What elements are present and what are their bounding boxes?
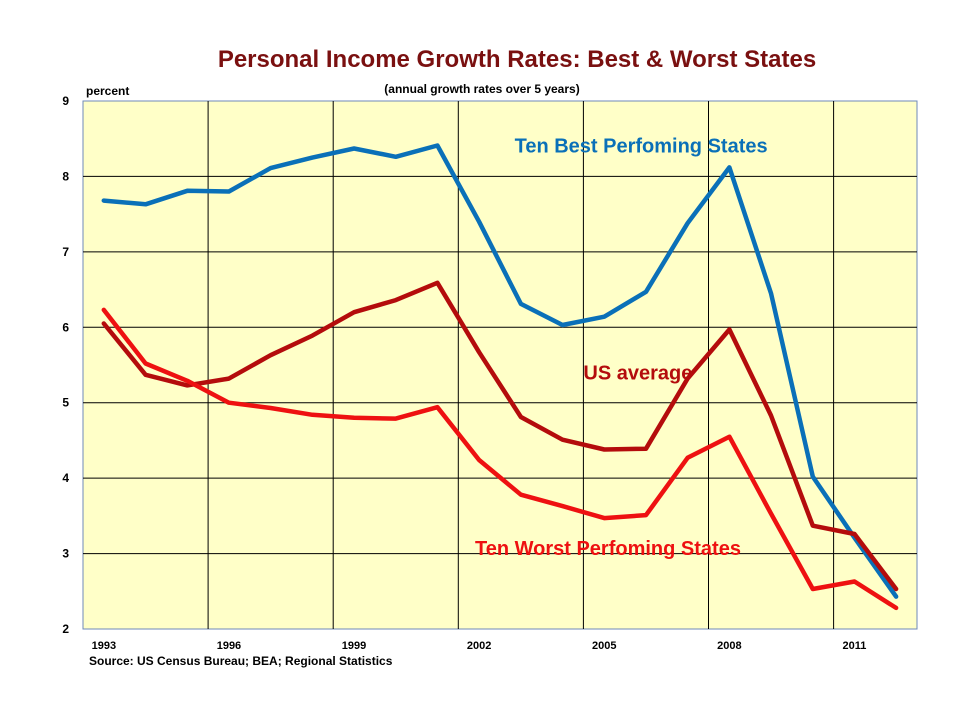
- grid: [83, 101, 917, 629]
- annotation-best: Ten Best Perfoming States: [515, 135, 768, 157]
- annotation-us: US average: [583, 362, 692, 384]
- x-tick-label-2005: 2005: [592, 640, 616, 652]
- y-tick-label-4: 4: [62, 471, 69, 485]
- chart-title: Personal Income Growth Rates: Best & Wor…: [218, 46, 816, 73]
- annotation-worst: Ten Worst Perfoming States: [475, 538, 741, 560]
- y-tick-label-7: 7: [62, 245, 69, 259]
- y-axis: 2 3 4 5 6 7 8 9: [62, 94, 69, 636]
- y-tick-label-9: 9: [62, 94, 69, 108]
- chart-subtitle: (annual growth rates over 5 years): [384, 82, 579, 96]
- series-line-best: [101, 143, 899, 599]
- y-tick-label-3: 3: [62, 547, 69, 561]
- x-tick-label-2008: 2008: [717, 640, 741, 652]
- plot-area: [82, 100, 918, 630]
- x-axis: 1993 1996 1999 2002 2005 2008 2011: [92, 640, 867, 652]
- y-tick-label-6: 6: [62, 320, 69, 334]
- series-line-worst: [101, 307, 899, 611]
- x-tick-label-2002: 2002: [467, 640, 491, 652]
- y-tick-label-2: 2: [62, 622, 69, 636]
- source-note: Source: US Census Bureau; BEA; Regional …: [89, 654, 393, 668]
- y-tick-label-8: 8: [62, 169, 69, 183]
- x-tick-label-1996: 1996: [217, 640, 241, 652]
- annotations: Ten Best Perfoming States US average Ten W…: [475, 135, 768, 560]
- series-line-us: [101, 280, 899, 592]
- y-axis-label: percent: [86, 84, 129, 98]
- y-tick-label-5: 5: [62, 396, 69, 410]
- series-group: [101, 143, 899, 611]
- x-tick-label-1993: 1993: [92, 640, 116, 652]
- x-tick-label-1999: 1999: [342, 640, 366, 652]
- x-tick-label-2011: 2011: [843, 640, 867, 652]
